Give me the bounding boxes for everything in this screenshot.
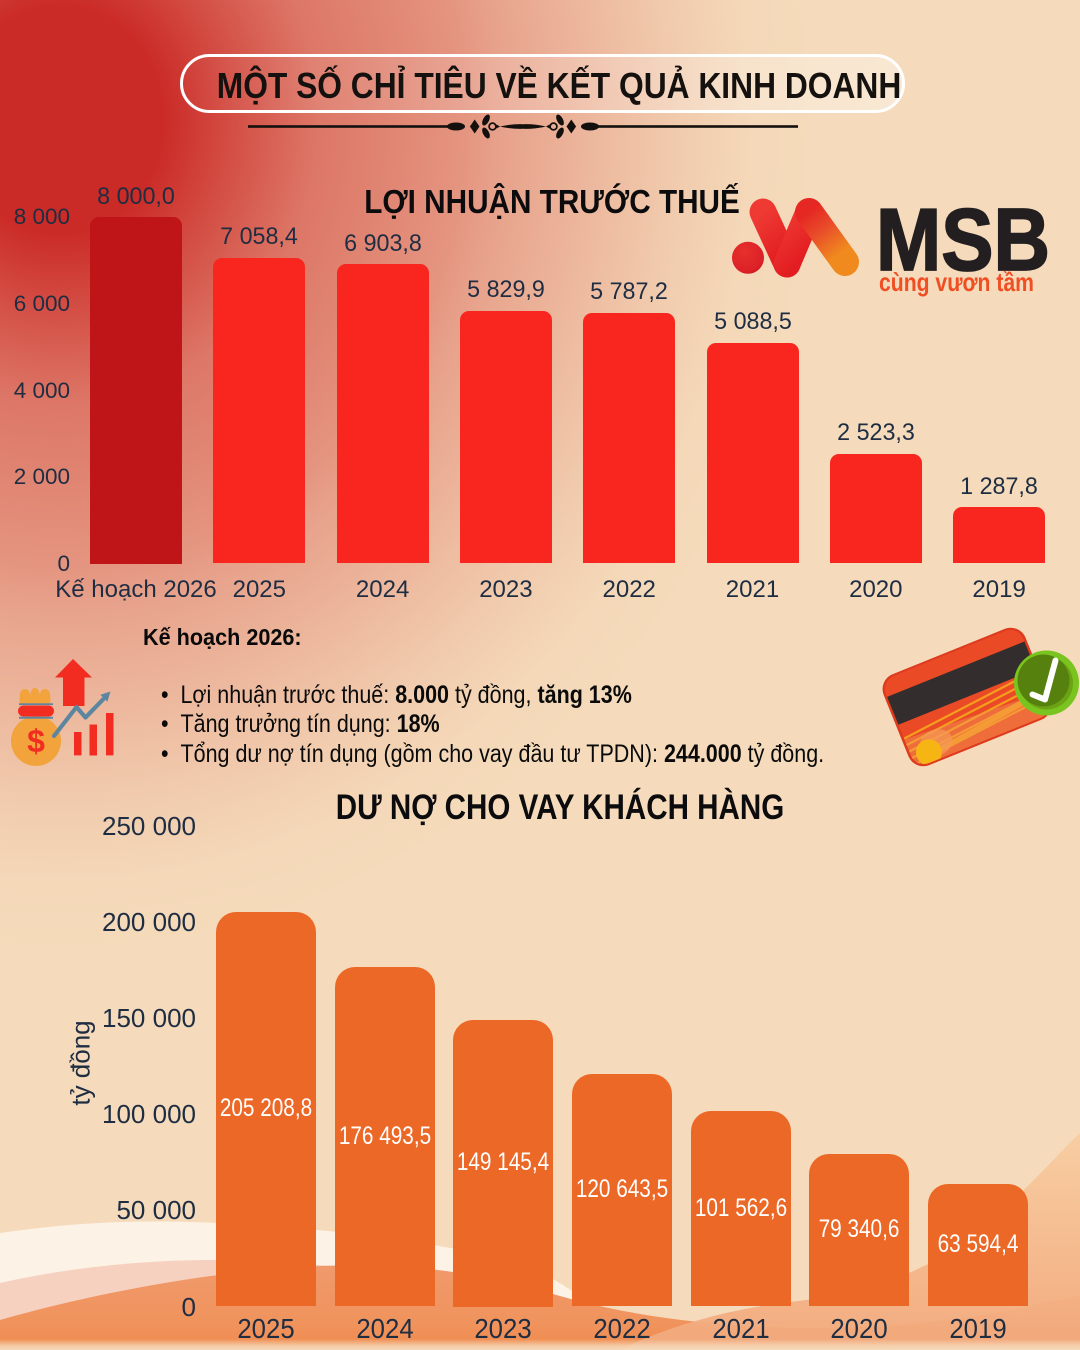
svg-text:$: $	[27, 723, 45, 759]
svg-text:MSB: MSB	[876, 192, 1050, 289]
svg-text:cùng vươn tầm: cùng vươn tầm	[879, 267, 1034, 297]
